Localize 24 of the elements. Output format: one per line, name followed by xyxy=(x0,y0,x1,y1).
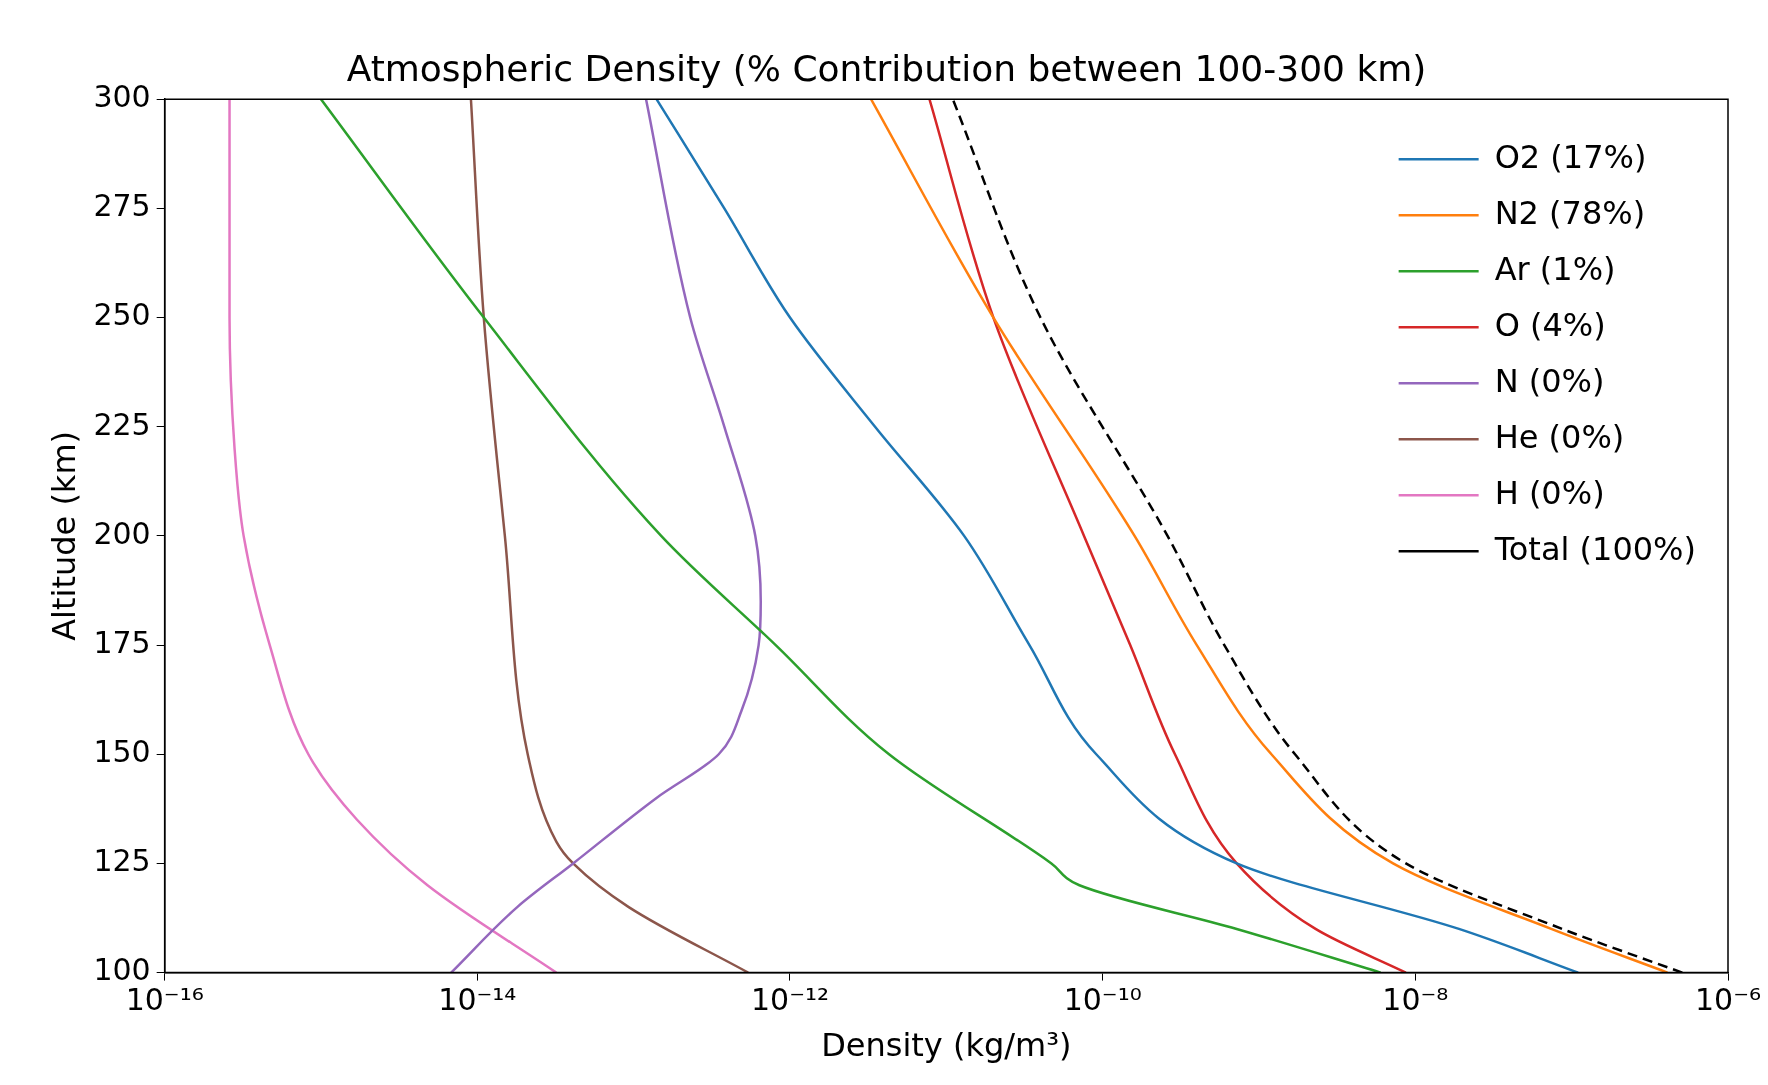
y-tick-label: 250 xyxy=(93,297,151,333)
y-tick-label: 200 xyxy=(93,515,151,551)
y-tick-label: 125 xyxy=(93,843,151,879)
legend-label: O2 (17%) xyxy=(1494,137,1647,176)
x-tick-label: 10⁻⁸ xyxy=(1382,982,1449,1018)
legend-label: H (0%) xyxy=(1494,473,1605,512)
x-axis-title: Density (kg/m³) xyxy=(821,1026,1072,1065)
x-tick-label: 10⁻⁶ xyxy=(1694,982,1762,1018)
legend-label: N (0%) xyxy=(1494,361,1605,400)
y-tick-label: 300 xyxy=(93,79,151,114)
x-tick-label: 10⁻¹⁴ xyxy=(438,982,517,1018)
x-tick-label: 10⁻¹² xyxy=(750,982,830,1018)
legend-label: Total (100%) xyxy=(1493,529,1696,568)
x-tick-label: 10⁻¹⁰ xyxy=(1063,982,1142,1018)
legend-label: Ar (1%) xyxy=(1494,249,1616,288)
y-tick-label: 150 xyxy=(93,734,151,770)
legend-label: He (0%) xyxy=(1494,417,1625,456)
legend-label: N2 (78%) xyxy=(1494,193,1646,232)
y-axis-title: Altitude (km) xyxy=(44,430,83,641)
y-tick-label: 175 xyxy=(93,624,151,660)
chart-title: Atmospheric Density (% Contribution between 100-300 km) xyxy=(346,47,1427,89)
y-tick-label: 275 xyxy=(93,188,151,224)
y-tick-label: 225 xyxy=(93,406,151,442)
legend-label: O (4%) xyxy=(1494,305,1606,344)
